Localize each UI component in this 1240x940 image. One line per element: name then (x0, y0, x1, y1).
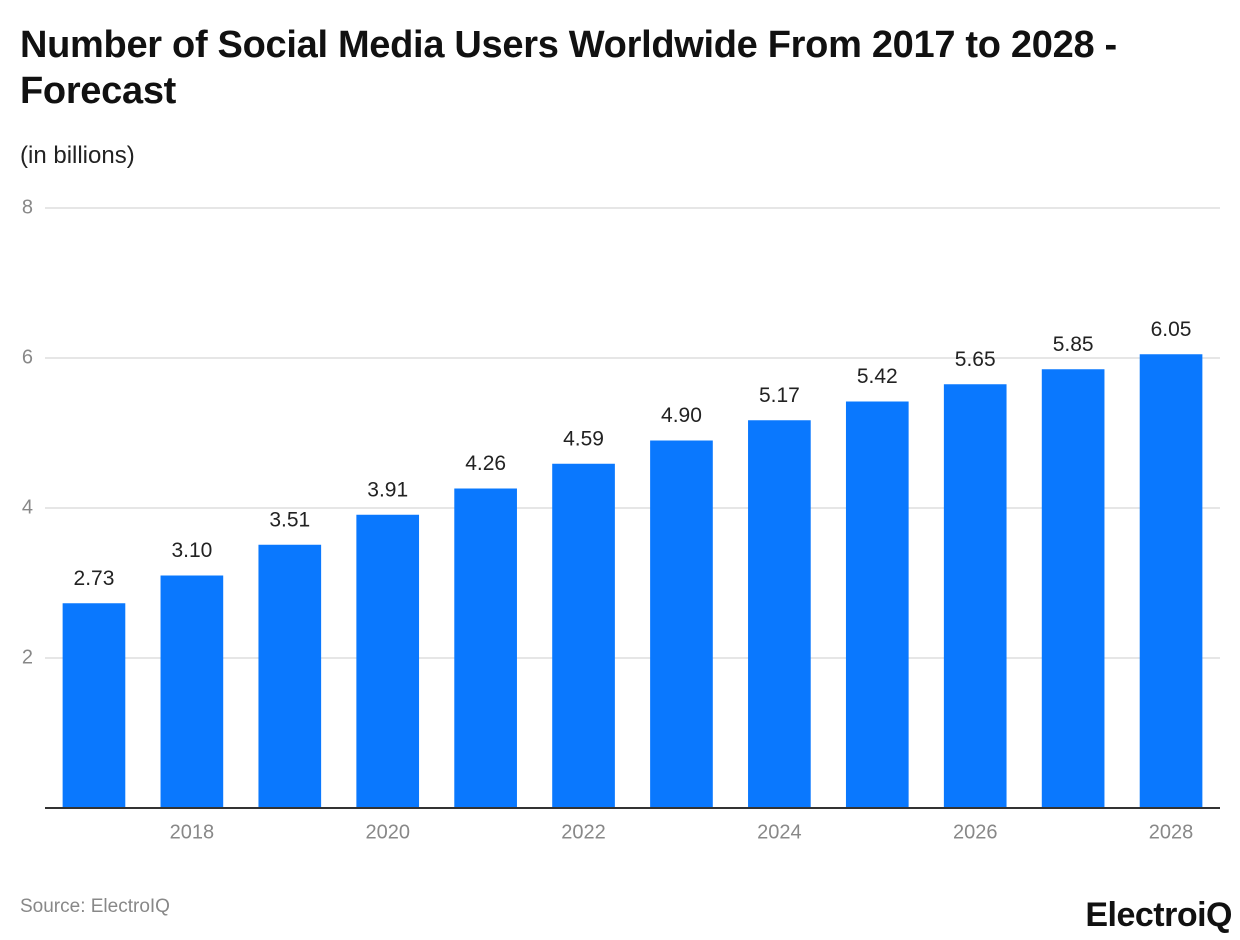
chart-title: Number of Social Media Users Worldwide F… (20, 24, 1117, 112)
x-tick-label: 2020 (365, 821, 410, 843)
bar (748, 420, 811, 808)
bar (62, 603, 126, 808)
y-tick-label: 8 (22, 196, 33, 218)
bar (943, 384, 1007, 808)
logo: ElectroiQ (1085, 896, 1232, 934)
x-tick-label: 2024 (757, 821, 802, 843)
bar (650, 440, 713, 808)
bar (454, 488, 517, 808)
bar (160, 575, 224, 808)
data-label: 5.65 (955, 348, 996, 371)
bar (356, 514, 420, 808)
data-label: 4.26 (465, 452, 506, 475)
y-tick-label: 4 (22, 496, 33, 518)
data-label: 3.91 (367, 478, 408, 501)
chart: 2 4 6 8 2.73 2018 3.10 3.51 2020 3.91 4.26 2022 4.59… (22, 196, 1220, 843)
x-tick-label: 2028 (1149, 821, 1194, 843)
data-label: 6.05 (1151, 318, 1192, 341)
data-label: 5.17 (759, 384, 800, 407)
source-note: Source: ElectroIQ (20, 896, 170, 917)
data-label: 3.51 (269, 508, 310, 531)
bar (1139, 354, 1203, 808)
y-tick-label: 2 (22, 646, 33, 668)
chart-subtitle: (in billions) (20, 142, 135, 169)
x-tick-label: 2022 (561, 821, 606, 843)
x-tick-label: 2018 (170, 821, 215, 843)
bar (845, 401, 909, 808)
data-label: 4.90 (661, 404, 702, 427)
bar (552, 463, 615, 808)
x-tick-label: 2026 (953, 821, 998, 843)
data-label: 3.10 (171, 539, 212, 562)
bar (1041, 369, 1105, 808)
data-label: 5.42 (857, 365, 898, 388)
data-label: 2.73 (74, 567, 115, 590)
data-label: 5.85 (1053, 333, 1094, 356)
y-tick-label: 6 (22, 346, 33, 368)
bar (258, 544, 322, 808)
data-label: 4.59 (563, 427, 604, 450)
